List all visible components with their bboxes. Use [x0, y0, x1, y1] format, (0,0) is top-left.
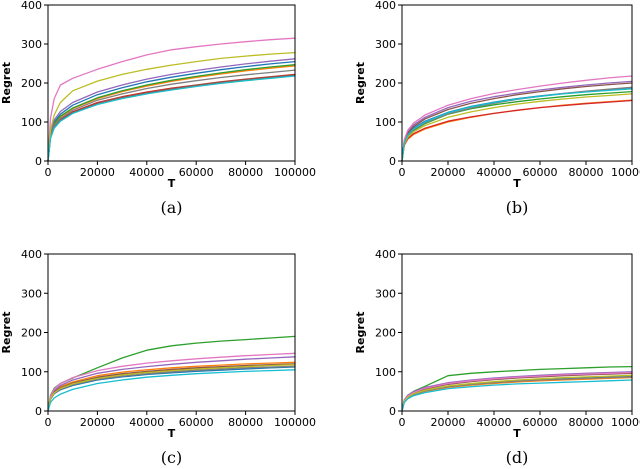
- y-tick-label: 200: [21, 327, 42, 340]
- y-tick-label: 200: [375, 77, 396, 90]
- y-tick-label: 300: [21, 287, 42, 300]
- x-tick-label: 40000: [477, 416, 512, 429]
- x-tick-label: 80000: [228, 416, 263, 429]
- y-tick-label: 100: [375, 366, 396, 379]
- plot-frame: [47, 4, 296, 162]
- y-tick-label: 0: [35, 155, 42, 168]
- x-tick-label: 0: [399, 166, 406, 179]
- series-line: [47, 361, 296, 412]
- x-axis-title: T: [513, 177, 521, 190]
- series-line: [47, 369, 296, 412]
- x-tick-label: 40000: [129, 416, 164, 429]
- x-tick-label: 80000: [569, 166, 604, 179]
- y-tick-label: 300: [21, 38, 42, 51]
- y-tick-label: 400: [375, 0, 396, 12]
- y-axis-title: Regret: [354, 62, 367, 104]
- series-line: [47, 356, 296, 412]
- chart-panel: 0 20000 40000 60000 80000 100000 0 100 200 300 400…: [354, 248, 640, 467]
- chart-panel: 0 20000 40000 60000 80000 100000 0 100 200 300 400…: [354, 0, 640, 217]
- x-tick-label: 0: [45, 416, 52, 429]
- x-tick-label: 60000: [179, 416, 214, 429]
- series-line: [47, 64, 296, 162]
- series-line: [401, 88, 633, 162]
- panel-caption: (c): [161, 448, 182, 467]
- series-line: [47, 75, 296, 162]
- plot-frame: [401, 4, 633, 162]
- series-line: [47, 65, 296, 162]
- x-tick-label: 100000: [611, 416, 640, 429]
- series-line: [401, 93, 633, 162]
- x-tick-label: 100000: [274, 166, 316, 179]
- y-axis-title: Regret: [0, 62, 13, 104]
- x-tick-label: 0: [45, 166, 52, 179]
- x-tick-label: 80000: [228, 166, 263, 179]
- x-tick-label: 40000: [477, 166, 512, 179]
- panel-caption: (d): [506, 448, 529, 467]
- series-line: [401, 99, 633, 162]
- x-tick-label: 40000: [129, 166, 164, 179]
- series-line: [401, 82, 633, 162]
- y-tick-label: 400: [21, 0, 42, 12]
- series-line: [47, 58, 296, 162]
- series-line: [401, 99, 633, 162]
- y-tick-label: 100: [375, 116, 396, 129]
- y-tick-label: 100: [21, 366, 42, 379]
- series-line: [47, 352, 296, 412]
- y-tick-label: 400: [375, 248, 396, 261]
- series-line: [47, 51, 296, 162]
- panel-caption: (b): [506, 198, 529, 217]
- y-tick-label: 200: [375, 327, 396, 340]
- series-line: [401, 376, 633, 412]
- series-line: [47, 37, 296, 162]
- chart-panel: 0 20000 40000 60000 80000 100000 0 100 200 300 400…: [0, 248, 316, 467]
- panel-caption: (a): [160, 198, 182, 217]
- x-tick-label: 20000: [80, 166, 115, 179]
- y-tick-label: 0: [35, 405, 42, 418]
- series-line: [47, 60, 296, 162]
- series-line: [401, 374, 633, 412]
- x-tick-label: 60000: [179, 166, 214, 179]
- x-tick-label: 60000: [523, 416, 558, 429]
- series-line: [47, 364, 296, 412]
- y-tick-label: 0: [389, 405, 396, 418]
- series-line: [401, 379, 633, 412]
- y-tick-label: 300: [375, 287, 396, 300]
- x-tick-label: 100000: [611, 166, 640, 179]
- series-line: [401, 80, 633, 162]
- series-line: [401, 371, 633, 412]
- y-tick-label: 100: [21, 116, 42, 129]
- y-axis-title: Regret: [0, 312, 13, 354]
- x-tick-label: 60000: [523, 166, 558, 179]
- y-tick-label: 0: [389, 155, 396, 168]
- series-line: [47, 69, 296, 162]
- x-tick-label: 0: [399, 416, 406, 429]
- y-tick-label: 200: [21, 77, 42, 90]
- series-line: [47, 73, 296, 162]
- series-line: [401, 371, 633, 412]
- x-tick-label: 20000: [80, 416, 115, 429]
- chart-panel: 0 20000 40000 60000 80000 100000 0 100 200 300 400…: [0, 0, 316, 217]
- y-axis-title: Regret: [354, 312, 367, 354]
- y-tick-label: 300: [375, 38, 396, 51]
- plot-frame: [47, 253, 296, 412]
- x-tick-label: 20000: [431, 166, 466, 179]
- x-axis-title: T: [513, 427, 521, 440]
- x-tick-label: 20000: [431, 416, 466, 429]
- y-tick-label: 400: [21, 248, 42, 261]
- x-tick-label: 80000: [569, 416, 604, 429]
- x-axis-title: T: [168, 427, 176, 440]
- x-axis-title: T: [168, 177, 176, 190]
- series-line: [401, 75, 633, 162]
- x-tick-label: 100000: [274, 416, 316, 429]
